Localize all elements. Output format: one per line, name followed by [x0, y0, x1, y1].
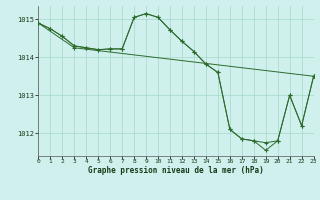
X-axis label: Graphe pression niveau de la mer (hPa): Graphe pression niveau de la mer (hPa): [88, 166, 264, 175]
